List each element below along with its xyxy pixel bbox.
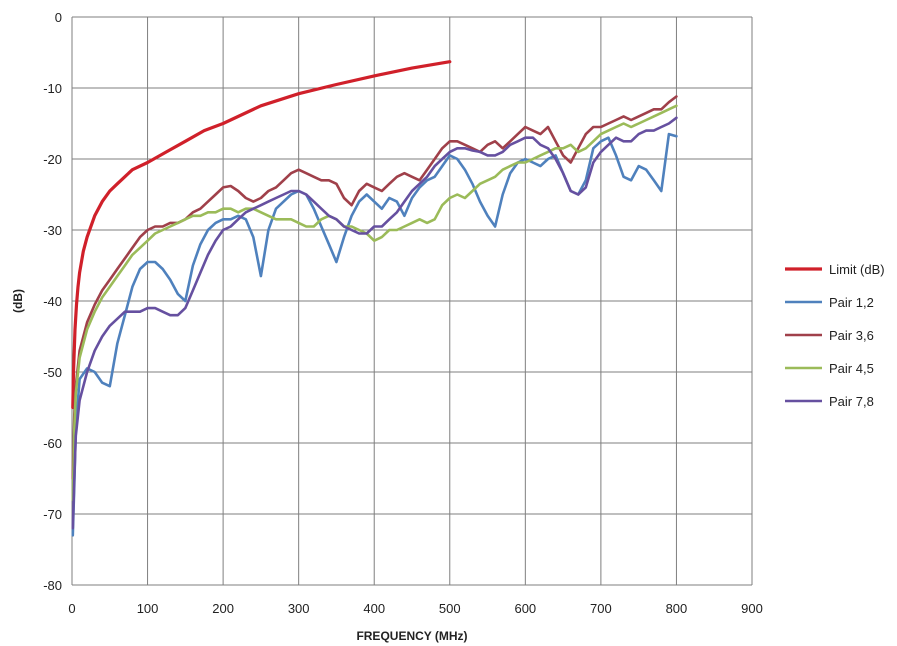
y-tick-label: -70 — [43, 507, 62, 522]
y-tick-label: -20 — [43, 152, 62, 167]
series-lines — [71, 60, 678, 537]
legend-label: Limit (dB) — [829, 262, 885, 277]
series-line-5 — [71, 116, 678, 530]
y-tick-label: -60 — [43, 436, 62, 451]
y-axis: 0 -10 -20 -30 -40 -50 -60 -70 -80 — [43, 10, 62, 593]
x-tick-label: 900 — [741, 601, 763, 616]
series-line-3 — [71, 95, 678, 480]
x-tick-label: 500 — [439, 601, 461, 616]
legend-label: Pair 4,5 — [829, 361, 874, 376]
legend-label: Pair 7,8 — [829, 394, 874, 409]
y-tick-label: -30 — [43, 223, 62, 238]
x-tick-label: 700 — [590, 601, 612, 616]
x-tick-label: 300 — [288, 601, 310, 616]
y-axis-title: (dB) — [11, 289, 25, 313]
x-tick-label: 200 — [212, 601, 234, 616]
x-tick-label: 400 — [363, 601, 385, 616]
y-tick-label: -50 — [43, 365, 62, 380]
x-axis-title: FREQUENCY (MHz) — [356, 629, 467, 643]
y-tick-label: -80 — [43, 578, 62, 593]
series-line-1 — [71, 60, 452, 410]
x-axis: 0 100 200 300 400 500 600 700 800 900 — [68, 601, 762, 616]
x-tick-label: 600 — [514, 601, 536, 616]
x-tick-label: 0 — [68, 601, 75, 616]
legend: Limit (dB) Pair 1,2 Pair 3,6 Pair 4,5 Pair 7… — [785, 262, 885, 409]
legend-label: Pair 3,6 — [829, 328, 874, 343]
y-tick-label: 0 — [55, 10, 62, 25]
legend-label: Pair 1,2 — [829, 295, 874, 310]
y-tick-label: -10 — [43, 81, 62, 96]
x-tick-label: 100 — [137, 601, 159, 616]
grid — [71, 16, 753, 586]
x-tick-label: 800 — [666, 601, 688, 616]
y-tick-label: -40 — [43, 294, 62, 309]
